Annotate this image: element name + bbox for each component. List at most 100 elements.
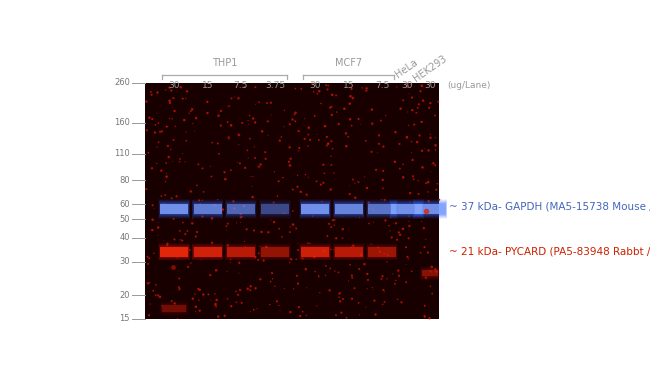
Point <box>419 205 430 211</box>
Point <box>148 288 159 294</box>
Point <box>301 312 311 318</box>
Point <box>326 187 336 193</box>
Point <box>405 199 415 205</box>
Point <box>291 256 302 262</box>
Point <box>266 100 276 106</box>
Point <box>348 243 359 249</box>
Bar <box>300 246 330 258</box>
Bar <box>162 306 187 312</box>
Point <box>426 264 437 270</box>
Point <box>237 120 248 126</box>
Bar <box>159 200 190 218</box>
Point <box>285 162 295 168</box>
Point <box>254 164 265 170</box>
Point <box>406 81 416 87</box>
Bar <box>300 201 330 217</box>
Point <box>244 112 255 119</box>
Text: 60: 60 <box>120 200 130 209</box>
Point <box>336 310 346 316</box>
Bar <box>414 203 446 215</box>
Point <box>423 176 434 182</box>
Point <box>398 161 408 167</box>
Text: MCF7: MCF7 <box>335 57 362 68</box>
Bar <box>421 268 439 279</box>
Point <box>237 300 247 306</box>
Point <box>162 241 173 247</box>
Point <box>248 307 259 313</box>
Point <box>162 124 172 130</box>
Bar <box>333 201 364 217</box>
Bar <box>161 302 188 315</box>
Point <box>361 138 371 144</box>
Point <box>250 254 261 260</box>
Point <box>266 112 276 118</box>
Point <box>285 156 296 162</box>
Point <box>207 140 217 146</box>
Point <box>368 206 378 212</box>
Point <box>213 196 223 203</box>
Point <box>348 177 358 183</box>
Point <box>378 301 388 307</box>
Point <box>207 240 217 246</box>
Point <box>141 98 151 104</box>
Point <box>233 141 244 147</box>
Point <box>150 130 160 136</box>
Point <box>222 104 233 110</box>
Point <box>278 174 288 180</box>
Point <box>293 280 304 287</box>
Point <box>320 123 330 129</box>
Point <box>245 287 255 293</box>
Bar <box>413 199 447 218</box>
Point <box>346 272 357 279</box>
Point <box>285 224 295 230</box>
Point <box>391 277 401 283</box>
Point <box>377 273 387 279</box>
Point <box>174 204 184 210</box>
Point <box>290 118 300 124</box>
Point <box>334 294 345 300</box>
Point <box>221 223 231 229</box>
Point <box>432 269 442 275</box>
Bar <box>227 247 255 256</box>
Point <box>300 266 311 272</box>
Point <box>225 259 235 265</box>
Text: 30: 30 <box>424 81 436 90</box>
Text: 110: 110 <box>114 149 130 158</box>
Point <box>244 136 255 142</box>
Point <box>404 213 414 219</box>
Point <box>361 87 372 93</box>
Point <box>156 193 166 199</box>
Bar <box>227 204 255 214</box>
Point <box>366 241 376 247</box>
Point <box>393 230 404 236</box>
Text: 50: 50 <box>120 215 130 224</box>
Point <box>161 160 172 166</box>
Point <box>401 279 411 285</box>
Point <box>164 84 175 90</box>
Point <box>337 226 348 232</box>
Bar <box>368 204 396 214</box>
Point <box>274 138 285 144</box>
Point <box>185 247 195 253</box>
Bar <box>422 270 437 276</box>
Point <box>425 269 436 275</box>
Point <box>300 171 311 177</box>
Text: 15: 15 <box>343 81 354 90</box>
Point <box>250 286 260 292</box>
Point <box>191 115 202 121</box>
Point <box>231 288 241 294</box>
Point <box>331 92 341 98</box>
Point <box>168 137 179 143</box>
Point <box>387 271 398 277</box>
Point <box>174 286 185 292</box>
Point <box>291 110 301 116</box>
Point <box>401 261 411 268</box>
Bar <box>261 247 289 257</box>
Point <box>156 168 166 174</box>
Point <box>234 270 244 276</box>
Bar <box>333 245 364 259</box>
Point <box>256 229 266 235</box>
Point <box>196 257 207 263</box>
Point <box>294 145 305 151</box>
Point <box>385 228 395 234</box>
